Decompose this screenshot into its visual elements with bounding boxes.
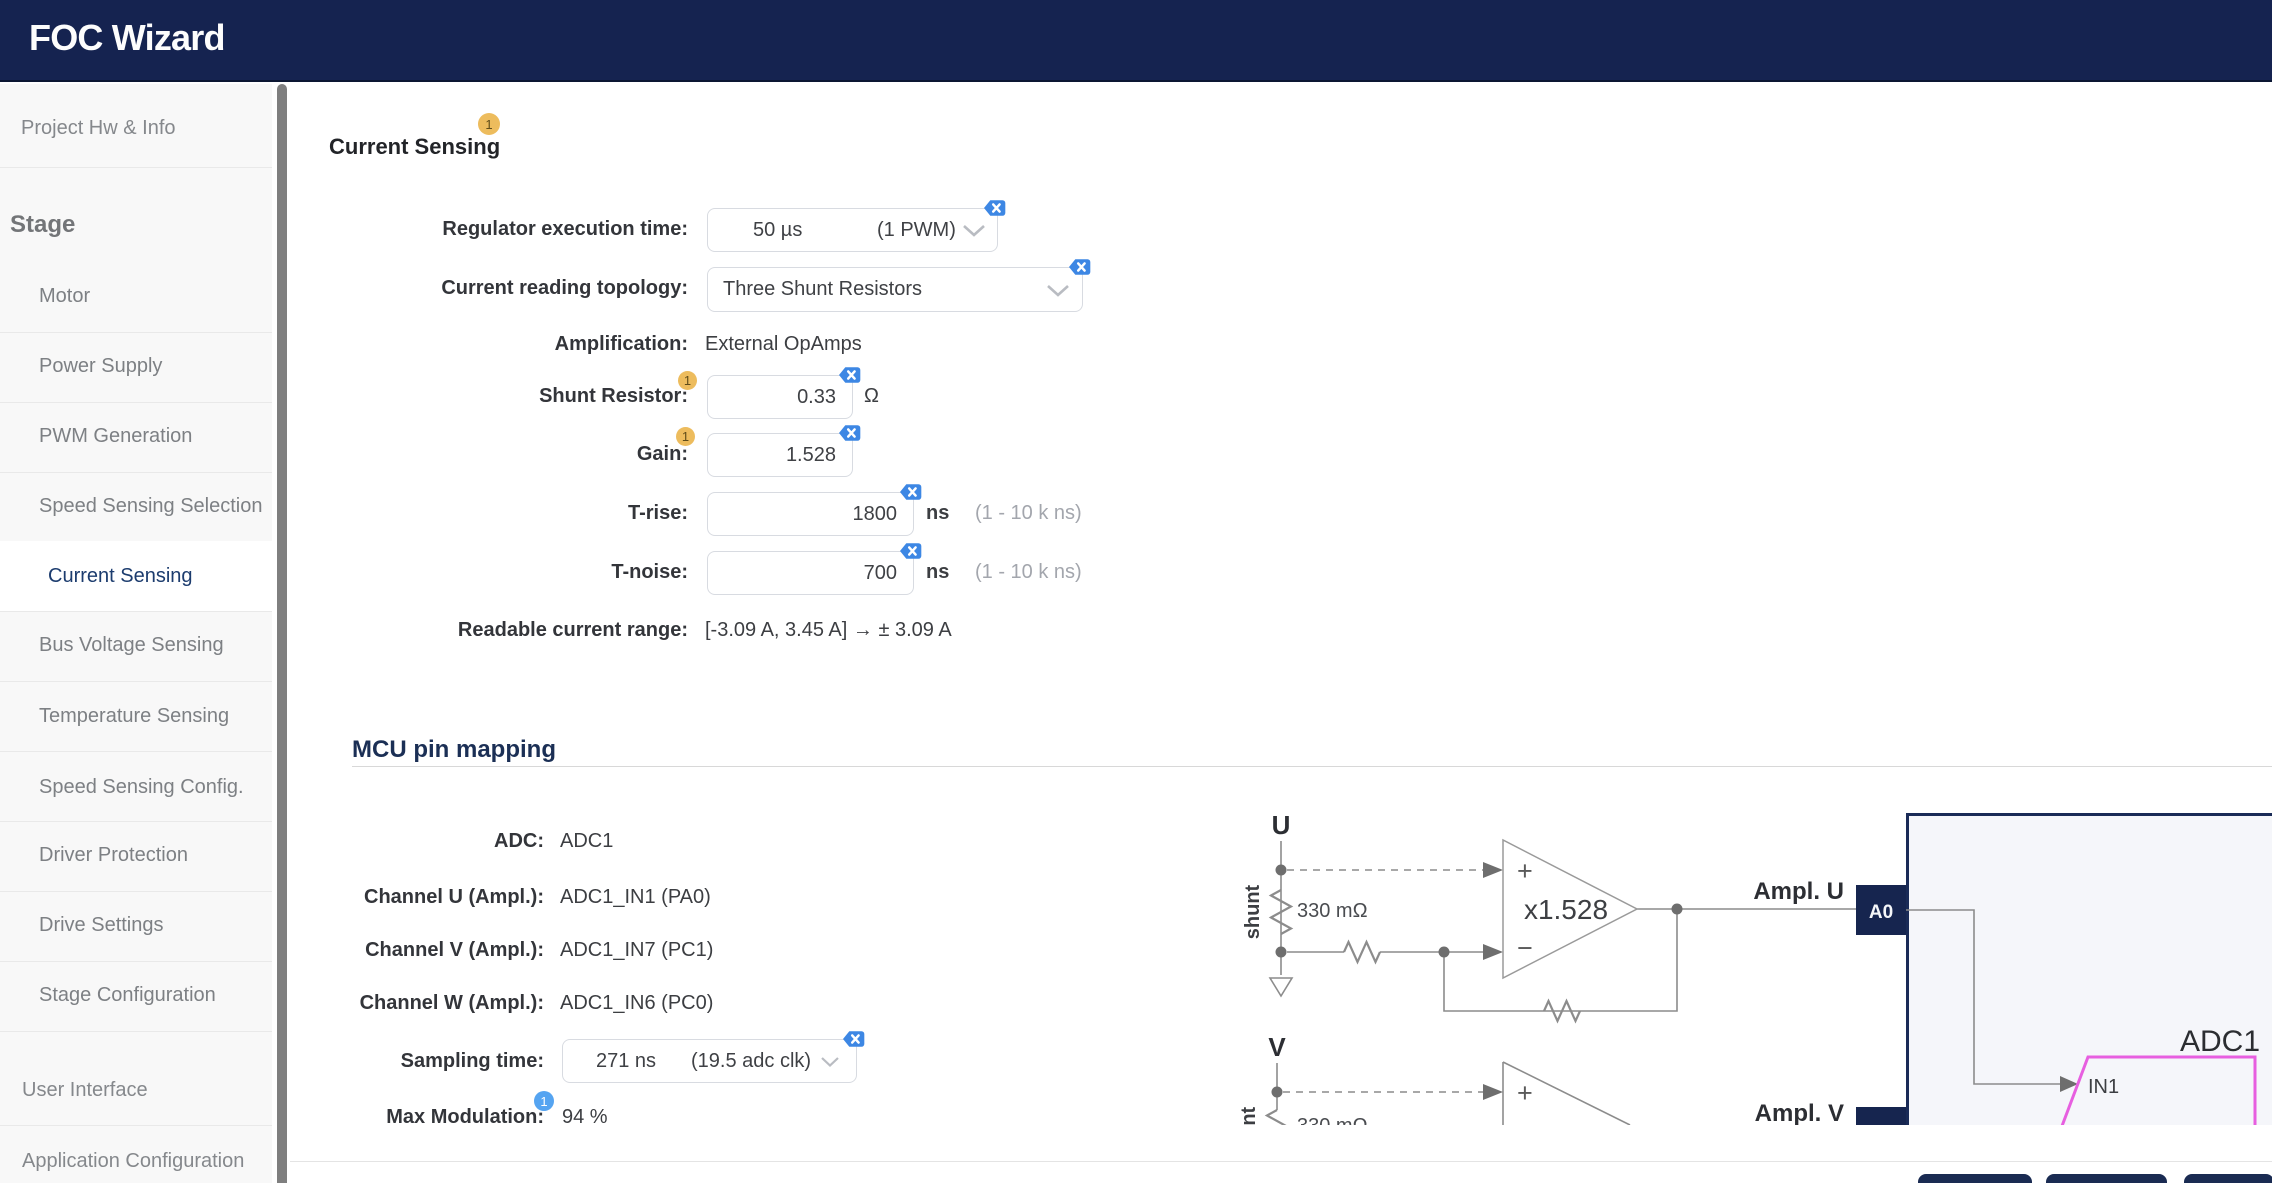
svg-text:A0: A0: [1869, 902, 1893, 923]
svg-text:IN1: IN1: [2088, 1076, 2119, 1098]
svg-text:shunt: shunt: [1242, 884, 1264, 939]
svg-text:+: +: [1517, 1078, 1533, 1108]
svg-text:−: −: [1517, 933, 1533, 963]
svg-text:+: +: [1517, 856, 1533, 886]
svg-text:330 mΩ: 330 mΩ: [1297, 1115, 1368, 1125]
svg-text:ADC1: ADC1: [2180, 1025, 2260, 1058]
svg-text:shunt: shunt: [1240, 1106, 1260, 1125]
svg-text:V: V: [1268, 1032, 1286, 1062]
svg-text:Ampl. U: Ampl. U: [1753, 878, 1844, 905]
svg-text:Ampl. V: Ampl. V: [1755, 1100, 1844, 1125]
svg-text:330 mΩ: 330 mΩ: [1297, 900, 1368, 922]
svg-text:U: U: [1272, 810, 1291, 840]
svg-text:x1.528: x1.528: [1524, 894, 1608, 925]
